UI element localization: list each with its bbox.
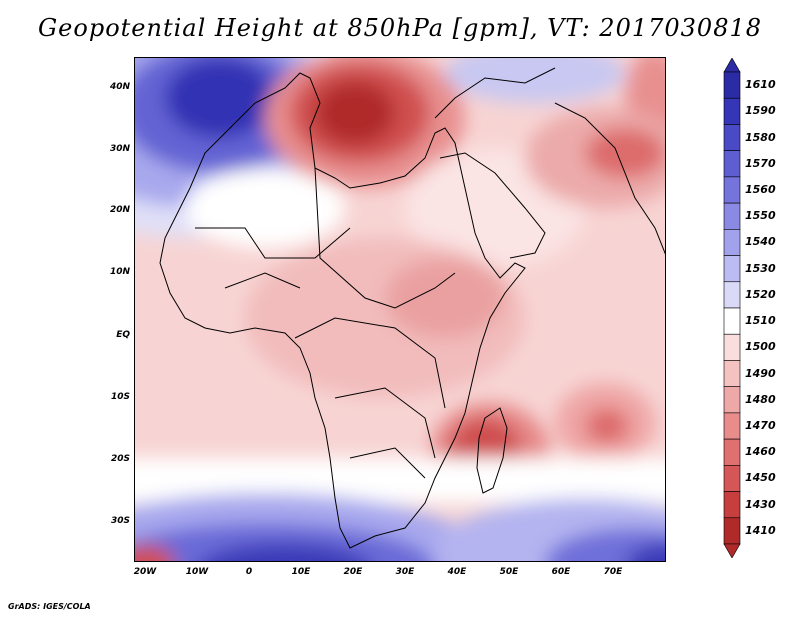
lat-label-20n: 20N [109, 205, 130, 215]
colorbar-label: 1480 [745, 392, 776, 406]
colorbar-segment [723, 71, 741, 99]
colorbar-label: 1470 [745, 419, 776, 432]
map-panel [134, 57, 666, 562]
colorbar-segment [723, 386, 741, 414]
lat-label-eq: EQ [116, 330, 130, 340]
lon-label-50e: 50E [499, 567, 519, 577]
lon-label-10e: 10E [291, 567, 311, 577]
colorbar-segment [723, 491, 741, 519]
colorbar-label: 1610 [745, 78, 776, 92]
lon-label-30e: 30E [395, 567, 415, 577]
colorbar-segment [723, 465, 741, 492]
lon-label-20e: 20E [343, 567, 363, 577]
colorbar-segment [723, 307, 741, 335]
colorbar-segment [723, 255, 741, 283]
colorbar-label: 1450 [745, 471, 776, 485]
lon-label-20w: 20W [133, 567, 157, 577]
colorbar-label: 1520 [745, 287, 776, 301]
colorbar-label: 1430 [745, 497, 776, 511]
chart-title: Geopotential Height at 850hPa [gpm], VT:… [38, 14, 762, 42]
lon-label-60e: 60E [551, 567, 571, 577]
colorbar [723, 58, 741, 558]
colorbar-segment [723, 517, 741, 545]
colorbar-segment [723, 176, 741, 204]
colorbar-label: 1550 [745, 209, 776, 223]
lon-label-0: 0 [245, 567, 253, 577]
colorbar-segment [723, 438, 741, 466]
colorbar-segment [723, 150, 741, 178]
colorbar-label: 1490 [745, 366, 776, 380]
height-field-shading [135, 58, 665, 561]
colorbar-segment [723, 202, 741, 230]
colorbar-segment [723, 229, 741, 256]
colorbar-label: 1560 [745, 183, 776, 196]
lat-label-10s: 10S [110, 392, 130, 402]
colorbar-segment [723, 281, 741, 309]
footer-credit: GrADS: IGES/COLA [8, 602, 91, 611]
colorbar-bottom-arrow [723, 543, 741, 558]
lat-label-30s: 30S [110, 516, 130, 526]
colorbar-label: 1510 [745, 314, 776, 328]
colorbar-segment [723, 333, 741, 361]
coastlines-and-borders [159, 67, 665, 549]
lon-label-70e: 70E [603, 567, 623, 577]
lat-label-10n: 10N [109, 267, 130, 277]
colorbar-label: 1580 [745, 130, 776, 144]
colorbar-top-arrow [723, 58, 741, 73]
colorbar-label: 1570 [745, 156, 776, 170]
colorbar-segment [723, 97, 741, 125]
lon-label-10w: 10W [185, 567, 209, 577]
lon-label-40e: 40E [447, 567, 467, 577]
lat-label-20s: 20S [110, 454, 130, 464]
colorbar-label: 1540 [745, 235, 776, 249]
geopotential-height-map [135, 58, 665, 561]
colorbar-label: 1590 [745, 104, 776, 118]
colorbar-segment [723, 124, 741, 151]
colorbar-label: 1460 [745, 445, 776, 459]
colorbar-label: 1500 [745, 340, 776, 354]
colorbar-label: 1530 [745, 261, 776, 275]
colorbar-segment [723, 412, 741, 440]
lat-label-30n: 30N [109, 144, 130, 154]
colorbar-segment [723, 360, 741, 387]
lat-label-40n: 40N [109, 82, 130, 92]
colorbar-label: 1410 [745, 523, 776, 537]
